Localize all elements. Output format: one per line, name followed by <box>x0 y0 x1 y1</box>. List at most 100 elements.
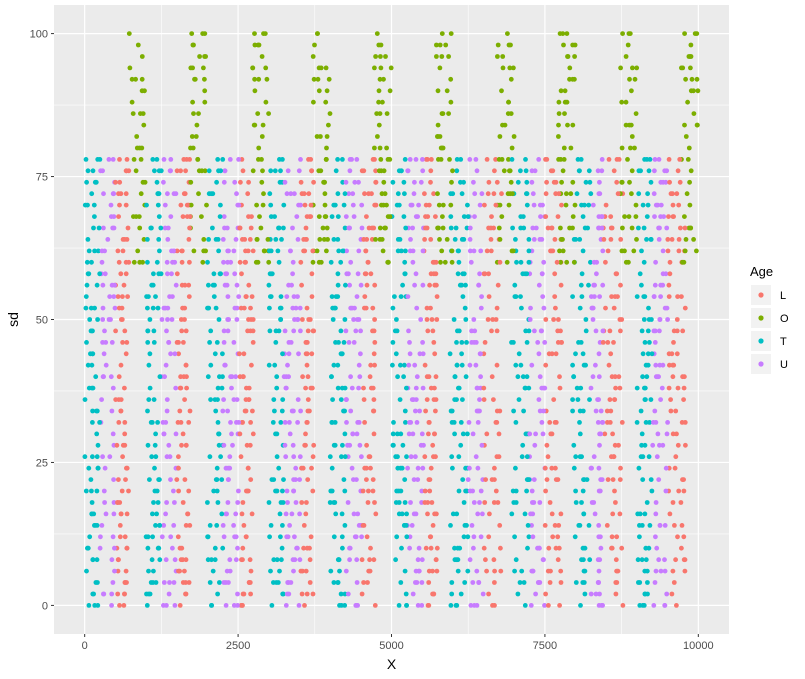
point-l <box>555 557 561 563</box>
point-l <box>667 179 672 185</box>
point-u <box>222 168 228 174</box>
point-u <box>598 408 604 414</box>
point-l <box>667 259 673 265</box>
point-t <box>146 591 152 597</box>
point-t <box>454 340 459 345</box>
point-u <box>236 157 242 162</box>
point-t <box>273 431 278 437</box>
point-u <box>348 374 353 380</box>
point-t <box>452 557 458 563</box>
point-u <box>111 500 117 505</box>
point-l <box>543 191 549 197</box>
point-u <box>283 385 289 391</box>
point-l <box>176 465 181 471</box>
point-u <box>658 294 663 299</box>
point-l <box>114 442 120 448</box>
point-o <box>562 111 567 116</box>
point-u <box>539 271 545 277</box>
point-t <box>521 408 526 414</box>
point-t <box>393 454 399 460</box>
point-t <box>642 591 648 597</box>
point-u <box>407 420 412 425</box>
point-t <box>85 271 91 277</box>
point-t <box>338 328 344 334</box>
point-t <box>646 305 651 311</box>
point-t <box>509 511 515 517</box>
point-t <box>157 374 163 380</box>
point-u <box>343 328 349 334</box>
point-l <box>668 408 674 414</box>
point-o <box>377 76 383 82</box>
point-l <box>183 591 188 597</box>
point-t <box>147 385 153 391</box>
point-l <box>611 340 616 345</box>
point-l <box>301 248 306 254</box>
point-l <box>425 511 430 517</box>
point-l <box>367 374 373 380</box>
point-l <box>243 408 249 414</box>
point-l <box>675 294 680 299</box>
point-l <box>186 294 192 299</box>
point-t <box>573 351 578 357</box>
point-t <box>331 362 337 368</box>
point-u <box>530 568 536 574</box>
point-l <box>499 191 504 197</box>
point-u <box>658 202 664 208</box>
point-l <box>614 580 620 585</box>
point-t <box>390 340 396 345</box>
point-u <box>165 317 170 322</box>
point-l <box>118 408 124 414</box>
point-t <box>335 294 341 299</box>
point-t <box>144 603 150 608</box>
point-u <box>289 282 294 288</box>
point-o <box>629 88 634 94</box>
point-o <box>315 76 321 82</box>
point-t <box>268 294 273 299</box>
point-u <box>297 477 302 482</box>
point-t <box>217 214 223 220</box>
point-l <box>678 225 683 231</box>
point-l <box>125 225 131 231</box>
point-o <box>568 191 574 197</box>
point-l <box>364 442 369 448</box>
point-t <box>513 465 518 471</box>
point-u <box>654 454 660 460</box>
point-t <box>217 271 223 277</box>
point-l <box>361 397 367 402</box>
point-u <box>657 442 662 448</box>
point-l <box>550 534 556 540</box>
point-l <box>243 534 249 540</box>
point-u <box>480 511 485 517</box>
point-u <box>347 282 352 288</box>
point-t <box>87 534 93 540</box>
point-t <box>465 568 471 574</box>
point-o <box>255 111 261 116</box>
point-l <box>177 408 183 414</box>
point-t <box>95 442 101 448</box>
point-l <box>483 557 488 563</box>
point-l <box>371 408 376 414</box>
point-l <box>431 191 436 197</box>
point-t <box>585 225 590 231</box>
point-t <box>579 271 585 277</box>
point-u <box>226 248 231 254</box>
point-t <box>582 202 587 208</box>
point-t <box>526 534 532 540</box>
point-l <box>241 351 247 357</box>
point-o <box>507 168 512 174</box>
point-o <box>499 88 504 94</box>
point-u <box>475 420 481 425</box>
point-l <box>240 420 246 425</box>
point-o <box>188 202 194 208</box>
point-u <box>224 282 230 288</box>
point-u <box>288 248 293 254</box>
point-l <box>243 259 249 265</box>
point-l <box>310 385 315 391</box>
point-t <box>152 465 157 471</box>
point-u <box>653 568 659 574</box>
point-l <box>428 179 433 185</box>
point-u <box>665 317 670 322</box>
point-t <box>281 477 286 482</box>
point-l <box>368 362 374 368</box>
legend-label-u: U <box>780 359 788 371</box>
